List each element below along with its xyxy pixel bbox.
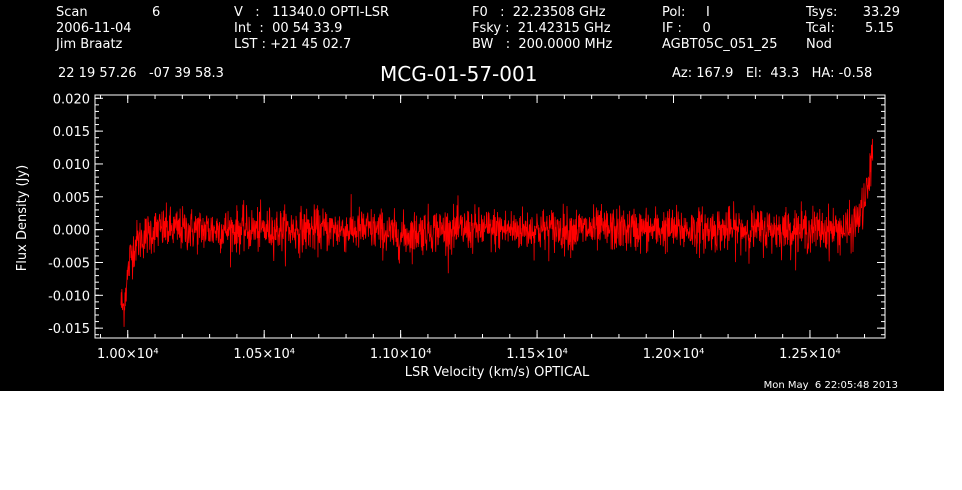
if-number: IF : 0 <box>662 21 711 36</box>
project-id: AGBT05C_051_25 <box>662 37 778 52</box>
az-el-ha: Az: 167.9 El: 43.3 HA: -0.58 <box>672 66 873 81</box>
timestamp: Mon May 6 22:05:48 2013 <box>763 380 898 391</box>
plot-panel: Scan 6 2006-11-04 Jim Braatz V : 11340.0… <box>0 0 944 391</box>
tsys-value: 33.29 <box>862 5 900 20</box>
chart-title: MCG-01-57-001 <box>380 62 538 86</box>
source-coordinates: 22 19 57.26 -07 39 58.3 <box>58 66 224 81</box>
rest-frequency: F0 : 22.23508 GHz <box>472 5 606 20</box>
tcal-label: Tcal: <box>806 21 835 36</box>
lst-info: LST : +21 45 02.7 <box>234 37 352 52</box>
sky-frequency: Fsky : 21.42315 GHz <box>472 21 611 36</box>
ticks-layer: -0.015 -0.010 -0.005 0.000 0.005 0.010 0.015 0.… <box>48 92 885 362</box>
x-tick-label: 1.10×10⁴ <box>370 347 432 362</box>
bandwidth: BW : 200.0000 MHz <box>472 37 613 52</box>
spectrum-series-line <box>120 138 874 327</box>
y-tick-label: 0.020 <box>53 92 90 107</box>
tsys-label: Tsys: <box>806 5 838 20</box>
plot-frame <box>94 94 886 339</box>
polarization: Pol: I <box>662 5 710 20</box>
series-layer <box>120 138 874 327</box>
switching-mode: Nod <box>806 37 832 52</box>
x-tick-label: 1.15×10⁴ <box>506 347 568 362</box>
y-axis-label: Flux Density (Jy) <box>15 165 30 271</box>
y-tick-label: -0.010 <box>48 289 90 304</box>
x-axis-label: LSR Velocity (km/s) OPTICAL <box>405 365 590 380</box>
scan-label: Scan <box>56 5 88 20</box>
y-tick-label: 0.005 <box>53 191 90 206</box>
x-tick-label: 1.05×10⁴ <box>233 347 295 362</box>
y-tick-label: -0.015 <box>48 322 90 337</box>
x-tick-label: 1.00×10⁴ <box>97 347 159 362</box>
x-tick-label: 1.25×10⁴ <box>779 347 841 362</box>
y-tick-label: 0.000 <box>53 224 90 239</box>
observation-date: 2006-11-04 <box>56 21 132 36</box>
y-tick-label: 0.015 <box>53 125 90 140</box>
y-tick-label: 0.010 <box>53 158 90 173</box>
scan-number: 6 <box>152 5 161 20</box>
velocity-info: V : 11340.0 OPTI-LSR <box>234 5 390 20</box>
observer-name: Jim Braatz <box>56 37 123 52</box>
integration-time: Int : 00 54 33.9 <box>234 21 343 36</box>
y-tick-label: -0.005 <box>48 256 90 271</box>
spectrum-chart: -0.015 -0.010 -0.005 0.000 0.005 0.010 0.015 0.… <box>15 92 886 380</box>
tcal-value: 5.15 <box>865 21 894 36</box>
x-tick-label: 1.20×10⁴ <box>643 347 705 362</box>
